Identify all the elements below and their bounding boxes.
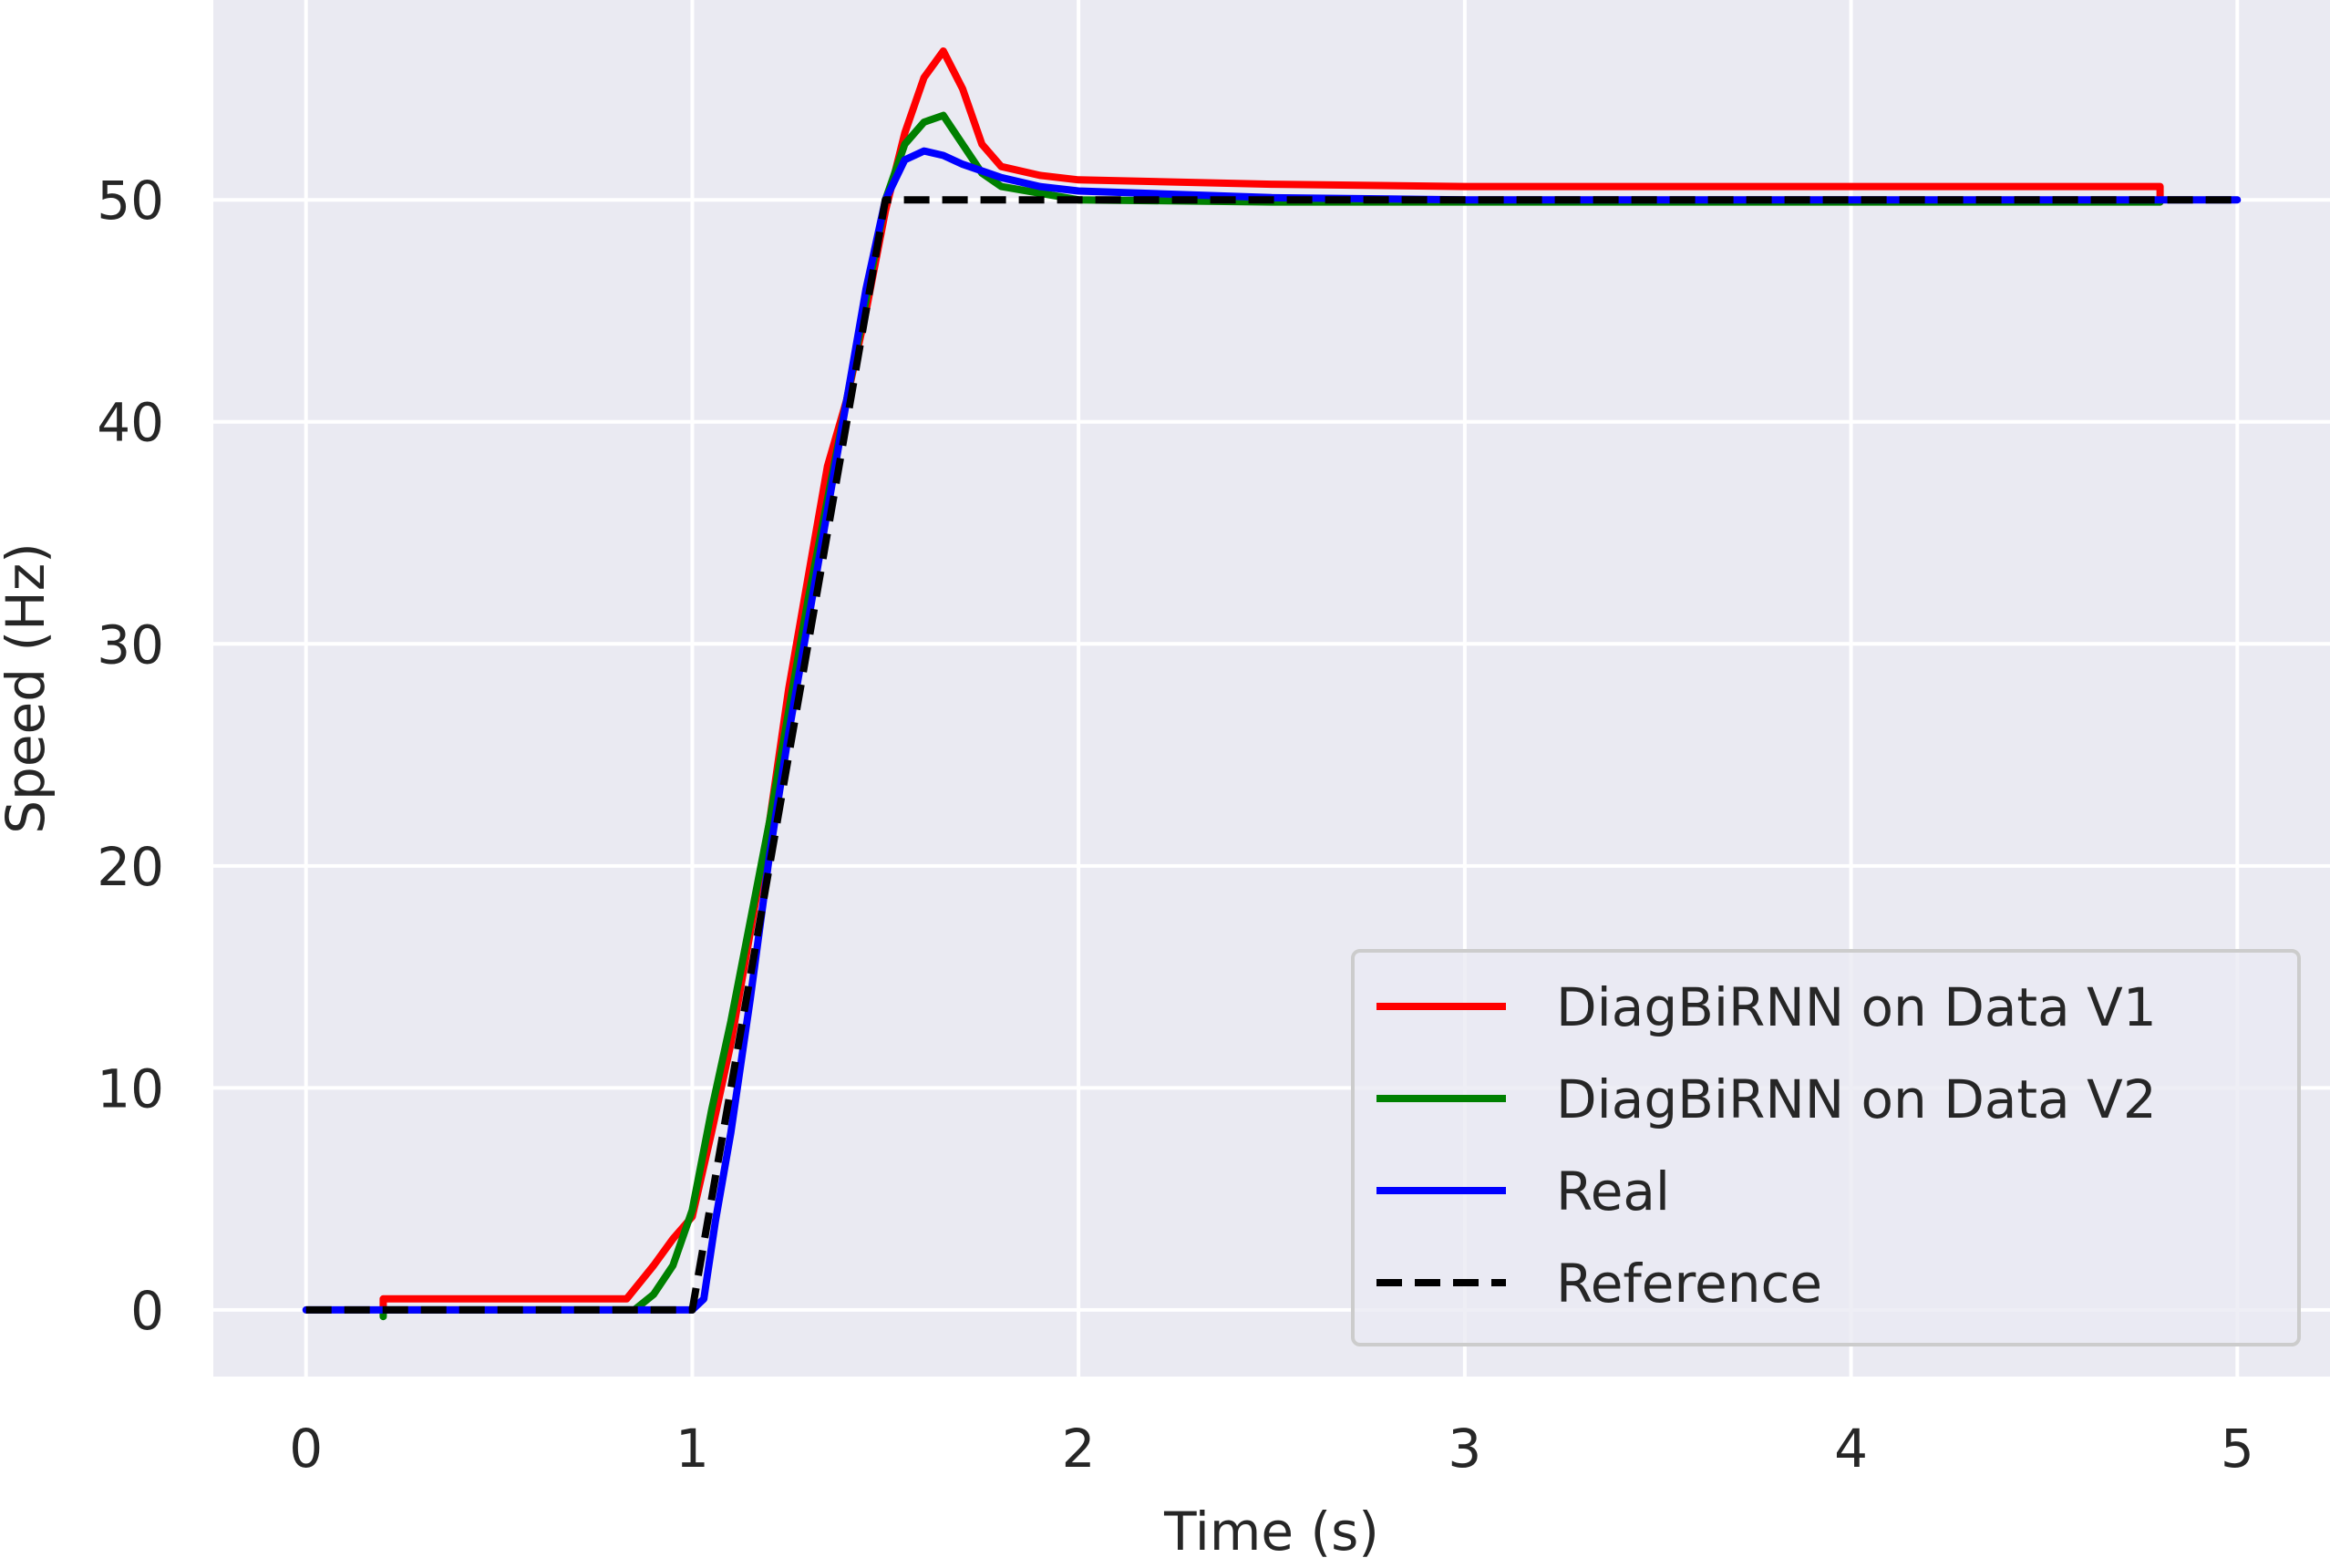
- x-tick-labels: 0 1 2 3 4 5: [289, 1418, 2254, 1480]
- series-lines: [302, 47, 2242, 1321]
- legend-label-v2: DiagBiRNN on Data V2: [1556, 1068, 2157, 1130]
- legend-label-reference: Reference: [1556, 1253, 1822, 1315]
- x-axis-label: Time (s): [1163, 1501, 1379, 1563]
- x-tick-label: 5: [2221, 1418, 2254, 1480]
- x-tick-label: 1: [675, 1418, 709, 1480]
- y-tick-label: 0: [130, 1280, 164, 1342]
- x-tick-label: 3: [1448, 1418, 1481, 1480]
- legend-box: [1351, 949, 2301, 1346]
- y-tick-label: 20: [97, 836, 164, 898]
- grid: [213, 0, 2330, 1377]
- legend: DiagBiRNN on Data V1 DiagBiRNN on Data V…: [1351, 949, 2301, 1346]
- y-tick-label: 30: [97, 614, 164, 676]
- x-tick-label: 4: [1834, 1418, 1868, 1480]
- x-tick-label: 2: [1062, 1418, 1096, 1480]
- y-axis-label: Speed (Hz): [0, 542, 57, 834]
- x-tick-label: 0: [289, 1418, 323, 1480]
- y-tick-label: 50: [97, 170, 164, 232]
- legend-label-real: Real: [1556, 1161, 1670, 1222]
- series-line-reference: [305, 196, 2238, 1314]
- legend-label-v1: DiagBiRNN on Data V1: [1556, 976, 2157, 1038]
- series-line-real: [302, 147, 2242, 1314]
- y-tick-labels: 0 10 20 30 40 50: [97, 170, 164, 1342]
- y-tick-label: 40: [97, 392, 164, 454]
- y-tick-label: 10: [97, 1057, 164, 1119]
